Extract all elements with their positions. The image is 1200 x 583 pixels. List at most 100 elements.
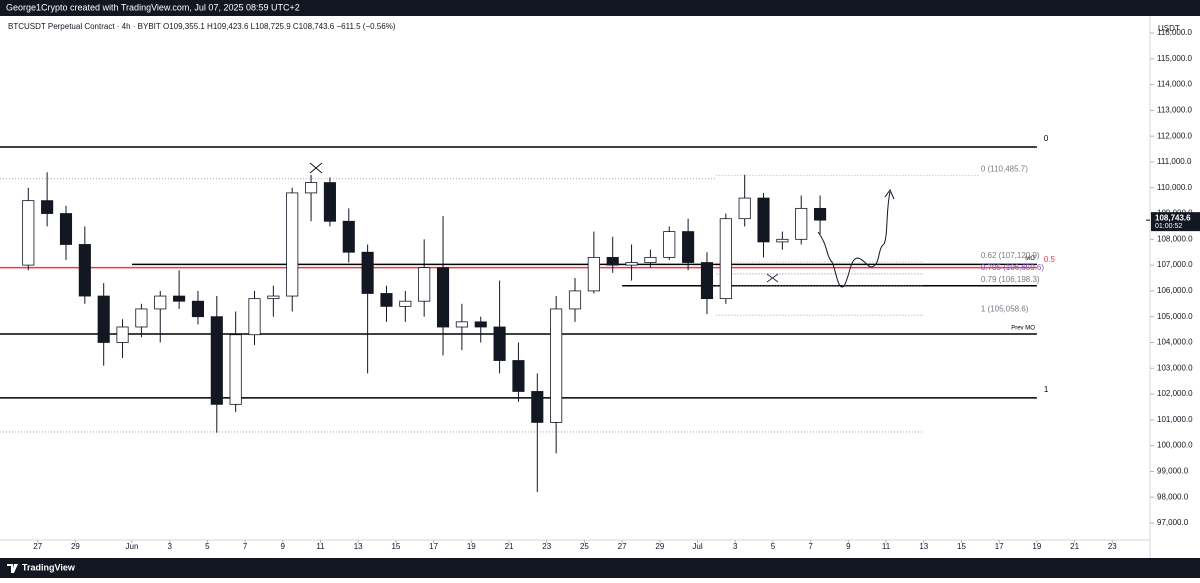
candle-body [625, 262, 638, 266]
candle-body [210, 316, 223, 405]
x-tick-label: 15 [391, 542, 400, 551]
x-tick-label: 11 [882, 542, 891, 551]
drawings [309, 162, 895, 288]
candle-body [700, 262, 714, 300]
logo [7, 564, 18, 573]
x-tick-label: 29 [71, 542, 80, 551]
candle-body [380, 293, 393, 307]
y-tick-label: 105,000.0 [1157, 312, 1193, 321]
y-tick-label: 97,000.0 [1157, 518, 1189, 527]
x-tick-label: 3 [733, 542, 738, 551]
x-mark [309, 162, 323, 174]
y-tick-label: 101,000.0 [1157, 415, 1193, 424]
candle-body [305, 182, 318, 194]
x-tick-label: 19 [467, 542, 476, 551]
level-label: MO [1025, 256, 1035, 262]
candle-body [22, 200, 35, 266]
projection-arrow [884, 188, 895, 200]
ohlc-legend: O109,355.1 H109,423.6 L108,725.9 C108,74… [163, 22, 396, 31]
candle-body [399, 300, 412, 307]
candle-body [738, 197, 751, 220]
x-tick-label: 13 [919, 542, 928, 551]
x-tick-label: 7 [808, 542, 813, 551]
plot-bg [0, 16, 1200, 558]
y-tick-label: 112,000.0 [1157, 131, 1193, 140]
candle-body [550, 308, 563, 423]
candle-body [512, 360, 525, 392]
chart-title: BTCUSDT Perpetual Contract · 4h · BYBIT [8, 22, 161, 31]
x-tick-label: 29 [655, 542, 664, 551]
x-tick-label: 7 [243, 542, 248, 551]
candle-body [286, 192, 299, 297]
level-label: Prev MO [1011, 326, 1035, 332]
candle-body [474, 321, 487, 328]
last-price-label: 108,743.6 [1155, 213, 1191, 222]
x-tick-label: 27 [618, 542, 627, 551]
level-label: 1 [1044, 385, 1049, 394]
candle-body [229, 334, 242, 405]
x-tick-label: 9 [281, 542, 286, 551]
countdown: 01:00:52 [1155, 223, 1182, 230]
last-price-badge [1151, 212, 1200, 232]
y-tick-label: 114,000.0 [1157, 80, 1193, 89]
candle-body [361, 251, 374, 294]
candle-body [719, 218, 732, 300]
level-label: 0.5 [1044, 255, 1056, 264]
x-tick-label: 11 [316, 542, 325, 551]
level-label: 0 [1044, 134, 1049, 143]
x-tick-label: 21 [1070, 542, 1079, 551]
x-tick-label: 21 [505, 542, 514, 551]
candle-body [814, 207, 827, 221]
candle-body [568, 290, 582, 310]
series-layer [0, 146, 1037, 493]
level-label: 0 (110,485.7) [981, 164, 1028, 173]
candle-body [41, 200, 54, 214]
candle-body [342, 220, 355, 253]
x-tick-label: 23 [542, 542, 551, 551]
level-label: 0.62 (107,120.9) [981, 251, 1040, 260]
y-tick-label: 108,000.0 [1157, 234, 1193, 243]
y-tick-label: 98,000.0 [1157, 492, 1189, 501]
level-label: 0.705 (106,659.6) [981, 263, 1044, 272]
y-tick-label: 103,000.0 [1157, 363, 1193, 372]
x-tick-label: 9 [846, 542, 851, 551]
header-text: George1Crypto created with TradingView.c… [6, 2, 300, 12]
y-tick-label: 107,000.0 [1157, 260, 1193, 269]
x-tick-label: 25 [580, 542, 589, 551]
candle-body [606, 256, 619, 266]
x-tick-label: 23 [1108, 542, 1117, 551]
header-bar [0, 0, 1200, 16]
candle-body [78, 244, 91, 297]
candle-body [531, 391, 544, 423]
candle-body [173, 295, 186, 302]
x-tick-label: 3 [167, 542, 172, 551]
x-tick-label: 15 [957, 542, 966, 551]
candle-body [776, 238, 789, 243]
y-tick-label: 104,000.0 [1157, 338, 1193, 347]
candle-body [154, 295, 167, 310]
x-tick-label: 17 [995, 542, 1004, 551]
candle-body [267, 295, 280, 300]
candle-body [191, 300, 205, 318]
candle-body [493, 326, 506, 361]
y-tick-label: 106,000.0 [1157, 286, 1193, 295]
projection-path [817, 191, 891, 288]
candle-body [795, 207, 808, 240]
candle-body [97, 295, 110, 343]
candle-body [587, 256, 600, 292]
x-tick-label: 13 [354, 542, 363, 551]
candle-body [644, 256, 657, 263]
footer-bar [0, 558, 1200, 578]
level-label: 0.79 (106,198.3) [981, 275, 1040, 284]
x-tick-label: 5 [205, 542, 210, 551]
y-tick-label: 111,000.0 [1157, 157, 1192, 166]
candle-body [418, 267, 431, 302]
candle-body [248, 298, 261, 336]
x-tick-label: Jun [126, 542, 139, 551]
candle-body [436, 267, 450, 328]
candle-body [455, 321, 468, 328]
level-label: 1 (105,058.6) [981, 304, 1029, 313]
x-tick-label: 5 [771, 542, 776, 551]
candle-body [757, 197, 770, 243]
